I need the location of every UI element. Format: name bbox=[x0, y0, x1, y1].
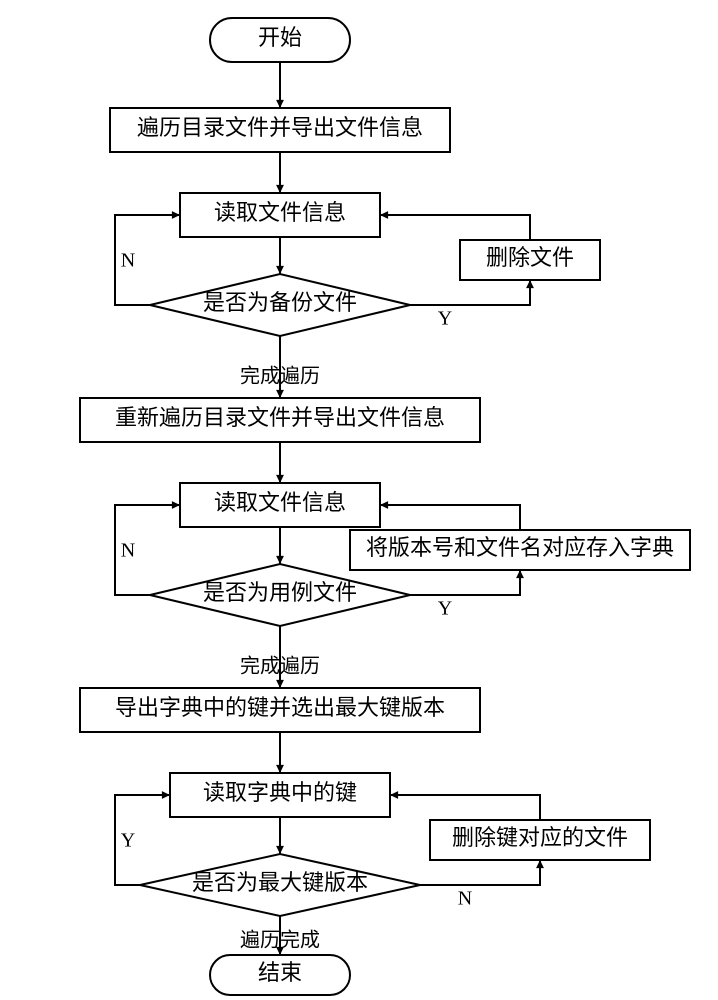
svg-text:Y: Y bbox=[121, 830, 135, 852]
svg-text:将版本号和文件名对应存入字典: 将版本号和文件名对应存入字典 bbox=[366, 535, 674, 560]
svg-text:遍历目录文件并导出文件信息: 遍历目录文件并导出文件信息 bbox=[137, 115, 423, 140]
svg-text:删除键对应的文件: 删除键对应的文件 bbox=[452, 825, 628, 850]
svg-text:读取文件信息: 读取文件信息 bbox=[214, 200, 346, 225]
svg-text:完成遍历: 完成遍历 bbox=[240, 655, 320, 678]
svg-text:是否为最大键版本: 是否为最大键版本 bbox=[192, 870, 368, 895]
svg-text:开始: 开始 bbox=[258, 25, 302, 50]
svg-text:导出字典中的键并选出最大键版本: 导出字典中的键并选出最大键版本 bbox=[115, 695, 445, 720]
svg-text:结束: 结束 bbox=[258, 960, 302, 985]
flowchart: YN完成遍历YN完成遍历NY遍历完成开始遍历目录文件并导出文件信息读取文件信息删… bbox=[0, 0, 718, 1000]
svg-text:遍历完成: 遍历完成 bbox=[240, 929, 320, 952]
svg-text:重新遍历目录文件并导出文件信息: 重新遍历目录文件并导出文件信息 bbox=[115, 405, 445, 430]
svg-text:Y: Y bbox=[438, 308, 452, 330]
svg-text:N: N bbox=[121, 250, 135, 272]
svg-text:删除文件: 删除文件 bbox=[486, 245, 574, 270]
svg-text:N: N bbox=[458, 888, 472, 910]
svg-text:是否为用例文件: 是否为用例文件 bbox=[203, 580, 357, 605]
svg-text:N: N bbox=[121, 540, 135, 562]
svg-text:Y: Y bbox=[438, 598, 452, 620]
svg-text:读取字典中的键: 读取字典中的键 bbox=[203, 780, 357, 805]
svg-text:是否为备份文件: 是否为备份文件 bbox=[203, 290, 357, 315]
svg-text:完成遍历: 完成遍历 bbox=[240, 365, 320, 388]
svg-text:读取文件信息: 读取文件信息 bbox=[214, 490, 346, 515]
